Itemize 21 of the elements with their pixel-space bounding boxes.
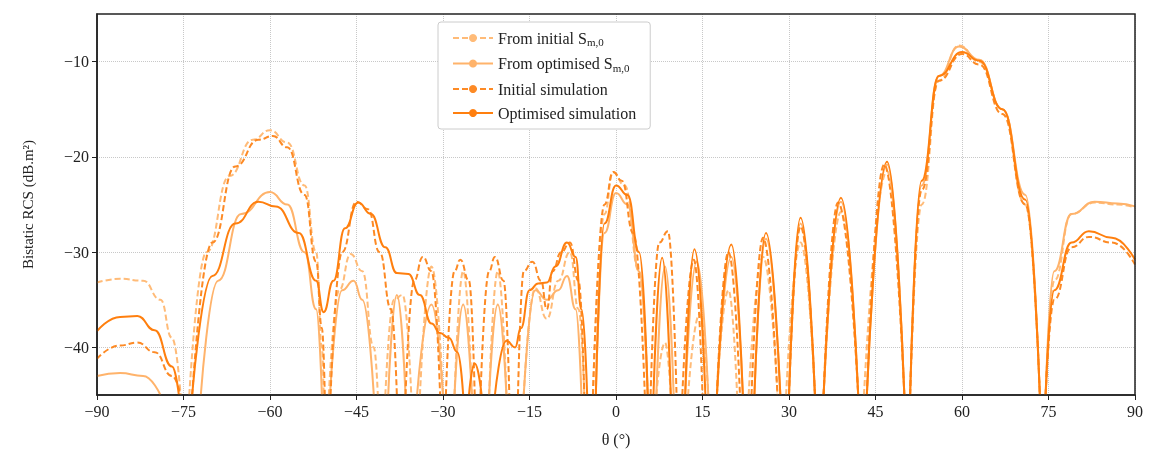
y-tick-label: −40 (63, 338, 89, 356)
x-tick-label: 30 (781, 402, 797, 420)
x-tick-label: 75 (1040, 402, 1057, 420)
legend-label: Optimised simulation (498, 104, 637, 123)
y-tick-label: −20 (63, 148, 89, 166)
y-axis-title: Bistatic RCS (dB.m²) (19, 139, 37, 270)
x-tick-label: 90 (1127, 402, 1143, 420)
x-axis-title: θ (°) (601, 430, 631, 449)
legend-label: Initial simulation (498, 80, 608, 98)
y-tick-label: −10 (63, 53, 89, 71)
x-tick-label: −15 (516, 402, 543, 420)
x-tick-label: 0 (612, 402, 620, 420)
y-tick-label: −30 (63, 243, 89, 261)
x-tick-label: 15 (694, 402, 711, 420)
x-tick-label: −75 (170, 402, 197, 420)
x-tick-label: 60 (954, 402, 970, 420)
x-tick-label: −30 (430, 402, 456, 420)
x-tick-label: −45 (343, 402, 370, 420)
x-tick-label: −90 (84, 402, 110, 420)
x-tick-label: 45 (867, 402, 884, 420)
x-tick-label: −60 (257, 402, 283, 420)
